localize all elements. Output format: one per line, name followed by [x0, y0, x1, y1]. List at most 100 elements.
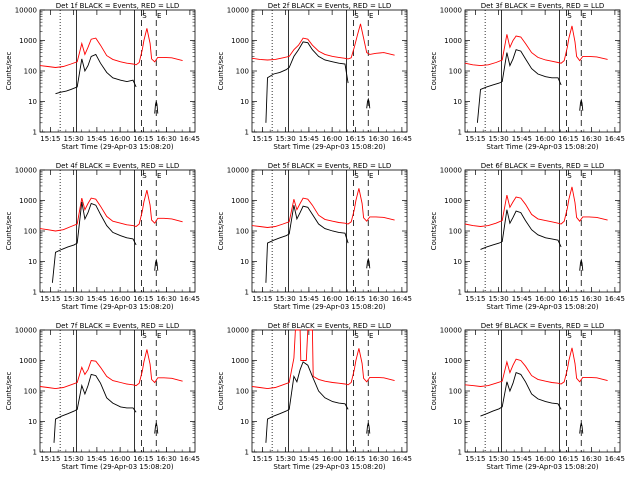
- y-tick-label: 1000: [19, 197, 37, 205]
- x-tick-label: 16:30: [369, 135, 389, 143]
- x-tick-label: 16:00: [322, 295, 342, 303]
- x-tick-label: 15:15: [465, 295, 485, 303]
- y-tick-label: 100: [449, 68, 462, 76]
- x-axis-label: Start Time (29-Apr-03 15:08:20): [273, 143, 385, 151]
- panel-det-7f: Det 7f BLACK = Events, RED = LLD 1 10 100 10…: [5, 322, 200, 471]
- x-tick-label: 15:45: [87, 295, 107, 303]
- events-series-line: [476, 49, 562, 123]
- panel-title: Det 7f BLACK = Events, RED = LLD: [56, 322, 179, 330]
- x-tick-label: 16:15: [558, 135, 578, 143]
- events-series-line: [366, 257, 371, 269]
- y-tick-label: 100: [449, 228, 462, 236]
- x-axis-label: Start Time (29-Apr-03 15:08:20): [486, 463, 598, 471]
- x-tick-label: 16:15: [133, 135, 153, 143]
- x-axis-label: Start Time (29-Apr-03 15:08:20): [486, 143, 598, 151]
- y-tick-label: 10: [453, 258, 462, 266]
- y-tick-label: 10000: [15, 167, 37, 175]
- y-axis-label: Counts/sec: [217, 372, 225, 411]
- y-tick-label: 10000: [227, 7, 249, 15]
- x-tick-label: 16:30: [157, 295, 177, 303]
- x-tick-label: 16:00: [535, 135, 555, 143]
- x-tick-label: 15:15: [40, 295, 60, 303]
- events-series-line: [154, 422, 159, 434]
- x-tick-label: 16:45: [180, 295, 200, 303]
- panel-det-6f: Det 6f BLACK = Events, RED = LLD 1 10 100 10…: [430, 162, 625, 311]
- x-tick-label: 15:15: [252, 135, 272, 143]
- y-tick-label: 1000: [231, 37, 249, 45]
- x-tick-label: 15:30: [276, 135, 296, 143]
- y-tick-label: 10000: [440, 327, 462, 335]
- x-tick-label: 15:15: [252, 455, 272, 463]
- y-tick-label: 100: [24, 68, 37, 76]
- x-tick-label: 16:00: [535, 455, 555, 463]
- y-tick-label: 10: [240, 258, 249, 266]
- panel-det-8f: Det 8f BLACK = Events, RED = LLD 1 10 100 10…: [217, 322, 412, 471]
- marker-label-end: E: [369, 172, 373, 180]
- x-tick-label: 15:45: [512, 455, 532, 463]
- x-tick-label: 16:45: [605, 295, 625, 303]
- x-tick-label: 15:15: [40, 135, 60, 143]
- x-tick-label: 16:15: [133, 455, 153, 463]
- plot-frame: [251, 9, 408, 133]
- x-tick-label: 16:15: [345, 295, 365, 303]
- x-tick-label: 15:45: [512, 135, 532, 143]
- panel-title: Det 5f BLACK = Events, RED = LLD: [268, 162, 391, 170]
- plot-frame: [39, 169, 196, 293]
- x-tick-label: 15:30: [489, 455, 509, 463]
- x-tick-label: 15:15: [465, 455, 485, 463]
- y-tick-label: 10000: [15, 7, 37, 15]
- y-tick-label: 10000: [15, 327, 37, 335]
- x-tick-label: 16:30: [157, 455, 177, 463]
- marker-label-end: E: [369, 12, 373, 20]
- plot-frame: [464, 9, 621, 133]
- x-tick-label: 15:45: [299, 295, 319, 303]
- y-tick-label: 10000: [440, 7, 462, 15]
- lld-series-line: [251, 23, 395, 61]
- x-tick-label: 16:30: [369, 295, 389, 303]
- panel-title: Det 6f BLACK = Events, RED = LLD: [481, 162, 604, 170]
- y-tick-label: 1000: [444, 197, 462, 205]
- x-tick-label: 15:30: [64, 455, 84, 463]
- lld-series-line: [251, 329, 395, 390]
- y-tick-label: 1000: [19, 37, 37, 45]
- events-series-line: [154, 258, 159, 271]
- marker-label-end: E: [157, 12, 161, 20]
- lld-series-line: [39, 28, 183, 68]
- panel-det-2f: Det 2f BLACK = Events, RED = LLD 1 10 100 10…: [217, 2, 412, 151]
- x-tick-label: 16:45: [605, 135, 625, 143]
- x-tick-label: 16:45: [605, 455, 625, 463]
- x-tick-label: 16:15: [345, 455, 365, 463]
- x-tick-label: 16:30: [157, 135, 177, 143]
- x-tick-label: 15:30: [64, 295, 84, 303]
- events-series-line: [579, 258, 584, 271]
- x-tick-label: 15:45: [512, 295, 532, 303]
- x-tick-label: 15:45: [299, 135, 319, 143]
- x-tick-label: 16:00: [322, 455, 342, 463]
- x-tick-label: 16:15: [133, 295, 153, 303]
- y-tick-label: 1000: [444, 357, 462, 365]
- x-tick-label: 16:15: [558, 455, 578, 463]
- y-tick-label: 1000: [19, 357, 37, 365]
- lld-series-line: [251, 188, 395, 228]
- x-tick-label: 16:30: [582, 135, 602, 143]
- x-tick-label: 16:00: [110, 135, 130, 143]
- marker-label-end: E: [582, 12, 586, 20]
- events-series-line: [480, 372, 562, 417]
- plot-frame: [464, 169, 621, 293]
- y-tick-label: 1000: [231, 197, 249, 205]
- lld-series-line: [464, 186, 608, 227]
- y-tick-label: 100: [24, 388, 37, 396]
- y-tick-label: 10000: [227, 167, 249, 175]
- y-tick-label: 10: [453, 418, 462, 426]
- panel-title: Det 3f BLACK = Events, RED = LLD: [481, 2, 604, 10]
- marker-label-start: S: [567, 12, 572, 20]
- panel-det-5f: Det 5f BLACK = Events, RED = LLD 1 10 100 10…: [217, 162, 412, 311]
- events-series-line: [579, 422, 584, 434]
- lld-series-line: [464, 25, 608, 67]
- x-tick-label: 16:00: [110, 295, 130, 303]
- y-tick-label: 1000: [444, 37, 462, 45]
- panel-det-1f: Det 1f BLACK = Events, RED = LLD 1 10 100 10…: [5, 2, 200, 151]
- events-series-line: [480, 209, 562, 250]
- marker-label-start: S: [354, 332, 359, 340]
- x-tick-label: 16:00: [110, 455, 130, 463]
